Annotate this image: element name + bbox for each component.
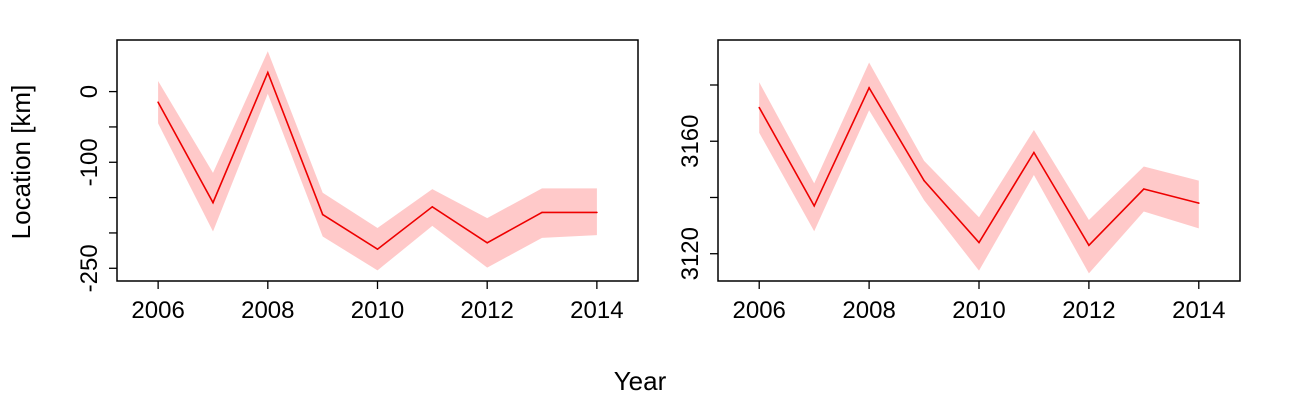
- x-tick-label: 2010: [952, 297, 1005, 324]
- x-tick-label: 2012: [1062, 297, 1115, 324]
- data-point: [486, 242, 489, 244]
- data-point: [978, 241, 980, 244]
- y-tick-label: 0: [76, 85, 103, 98]
- data-point: [1198, 202, 1200, 204]
- x-tick-label: 2006: [131, 297, 184, 324]
- data-point: [923, 179, 925, 182]
- data-point: [431, 206, 434, 208]
- data-point: [1143, 188, 1145, 190]
- data-point: [376, 248, 379, 250]
- data-point: [1088, 244, 1090, 247]
- data-point: [212, 201, 214, 204]
- x-tick-label: 2010: [351, 297, 404, 324]
- data-point: [1033, 151, 1035, 154]
- data-point: [868, 87, 870, 89]
- data-point: [813, 205, 815, 207]
- confidence-band: [759, 62, 1199, 274]
- data-point: [541, 211, 543, 214]
- right-panel: 2006 2008 2010 2012 2014 3120 3160: [677, 39, 1241, 324]
- y-tick-label: 3120: [677, 227, 704, 280]
- data-point: [596, 211, 598, 214]
- x-tick-label: 2008: [842, 297, 895, 324]
- y-tick-label: -100: [76, 138, 103, 186]
- y-tick-label: 3160: [677, 115, 704, 168]
- left-panel: 2006 2008 2010 2012 2014 0 -100 -250: [76, 39, 639, 324]
- confidence-band: [158, 51, 597, 271]
- x-tick-label: 2012: [460, 297, 513, 324]
- data-point: [321, 213, 324, 216]
- data-point: [267, 71, 269, 74]
- data-point: [157, 101, 159, 103]
- x-tick-label: 2008: [241, 297, 294, 324]
- x-tick-label: 2006: [733, 297, 786, 324]
- y-tick-label: -250: [76, 244, 103, 292]
- data-point: [758, 106, 760, 109]
- x-axis-title: Year: [614, 366, 667, 396]
- x-tick-label: 2014: [570, 297, 623, 324]
- y-axis-title: Location [km]: [6, 85, 36, 240]
- x-tick-label: 2014: [1172, 297, 1225, 324]
